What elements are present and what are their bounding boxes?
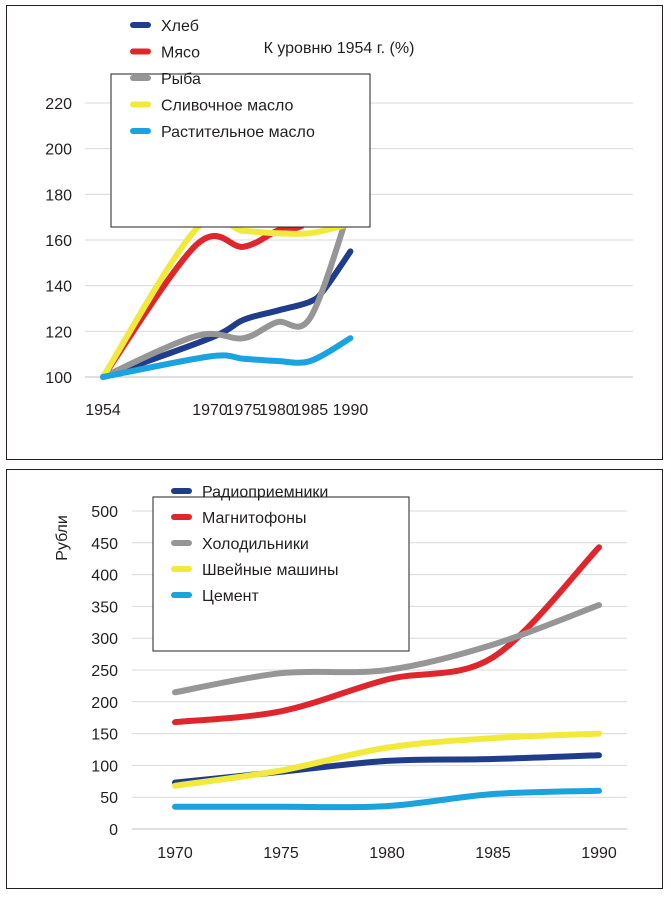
y-axis-label: Рубли bbox=[54, 515, 71, 561]
legend-box bbox=[110, 73, 371, 228]
x-tick-label: 1970 bbox=[192, 402, 228, 419]
legend-label: Рыба bbox=[161, 71, 201, 88]
legend-label: Радиоприемники bbox=[202, 484, 328, 501]
y-tick-label: 500 bbox=[91, 504, 118, 521]
legend-label: Хлеб bbox=[161, 18, 199, 35]
chart-panel-top: 100 120 140 160 180 200 220 1954 1970 1975 1980 19… bbox=[6, 5, 663, 460]
x-tick-label: 1990 bbox=[333, 402, 369, 419]
y-tick-label: 300 bbox=[91, 631, 118, 648]
y-tick-label: 220 bbox=[45, 96, 72, 113]
y-tick-label: 180 bbox=[45, 187, 72, 204]
legend: Радиоприемники Магнитофоны Холодильники Шве… bbox=[152, 484, 410, 652]
series-line-4 bbox=[100, 215, 354, 380]
y-tick-label: 400 bbox=[91, 568, 118, 585]
y-tick-label: 350 bbox=[91, 599, 118, 616]
legend-label: Растительное масло bbox=[161, 124, 315, 141]
series-line-2 bbox=[172, 544, 602, 726]
legend-label: Холодильники bbox=[202, 536, 309, 553]
y-tick-label: 160 bbox=[45, 233, 72, 250]
x-tick-label: 1990 bbox=[581, 845, 617, 862]
chart-panel-bottom: 0 50 100 150 200 250 300 350 400 450 500 1970 1975 1… bbox=[6, 469, 663, 889]
x-tick-label: 1975 bbox=[263, 845, 299, 862]
x-tick-label: 1975 bbox=[226, 402, 262, 419]
x-tick-label: 1985 bbox=[475, 845, 511, 862]
legend-label: Сливочное масло bbox=[161, 98, 294, 115]
series-line-3 bbox=[172, 602, 602, 696]
y-tick-label: 450 bbox=[91, 536, 118, 553]
y-tick-label: 150 bbox=[91, 727, 118, 744]
y-tick-label: 120 bbox=[45, 324, 72, 341]
x-tick-label: 1970 bbox=[157, 845, 193, 862]
y-tick-label: 100 bbox=[45, 370, 72, 387]
goods-prices-chart: 0 50 100 150 200 250 300 350 400 450 500 1970 1975 1… bbox=[54, 484, 627, 862]
y-tick-label: 200 bbox=[45, 142, 72, 159]
chart-title: К уровню 1954 г. (%) bbox=[264, 40, 415, 57]
x-tick-label: 1985 bbox=[293, 402, 329, 419]
x-tick-label: 1954 bbox=[85, 402, 121, 419]
legend-label: Швейные машины bbox=[202, 562, 339, 579]
series-line-5 bbox=[172, 787, 602, 811]
x-tick-label: 1980 bbox=[259, 402, 295, 419]
x-tick-label: 1980 bbox=[369, 845, 405, 862]
y-tick-label: 140 bbox=[45, 279, 72, 296]
y-tick-label: 200 bbox=[91, 695, 118, 712]
series-line-5 bbox=[100, 335, 354, 380]
legend-box bbox=[152, 496, 410, 652]
y-tick-label: 0 bbox=[109, 822, 118, 839]
y-tick-label: 250 bbox=[91, 663, 118, 680]
y-tick-label: 50 bbox=[100, 790, 118, 807]
legend-label: Магнитофоны bbox=[202, 510, 306, 527]
legend-label: Мясо bbox=[161, 45, 200, 62]
legend: Хлеб Мясо Рыба Сливочное масло Растительное … bbox=[110, 18, 371, 228]
series-line-4 bbox=[172, 730, 602, 789]
legend-label: Цемент bbox=[202, 588, 259, 605]
series-line-3 bbox=[100, 202, 354, 380]
y-tick-label: 100 bbox=[91, 758, 118, 775]
